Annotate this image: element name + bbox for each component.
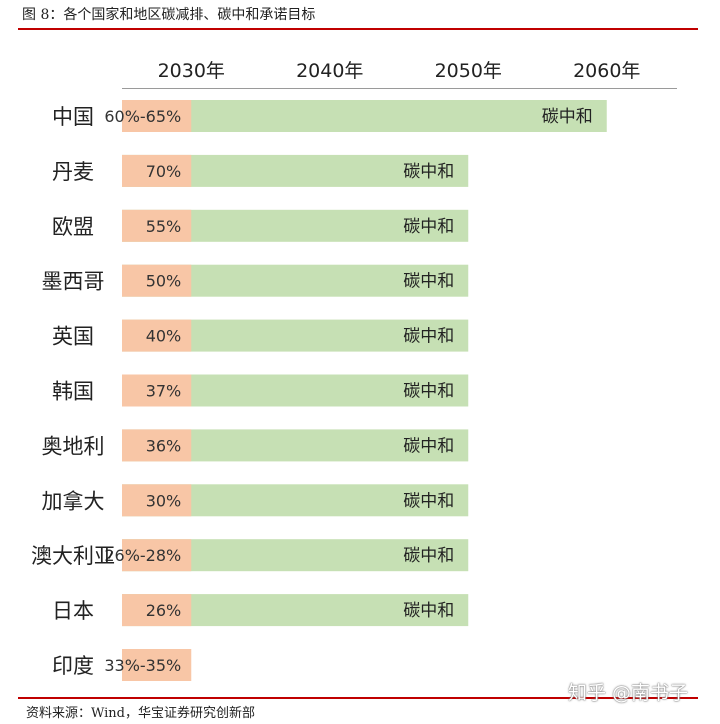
country-label: 丹麦 xyxy=(52,160,94,184)
country-label: 奥地利 xyxy=(42,434,105,458)
reduction-value-label: 37% xyxy=(146,382,182,401)
neutrality-label: 碳中和 xyxy=(403,601,454,621)
country-label: 英国 xyxy=(52,325,94,349)
reduction-bar xyxy=(122,594,192,627)
year-label-2040: 2040年 xyxy=(296,60,363,82)
reduction-bar xyxy=(122,429,192,462)
country-label: 中国 xyxy=(52,105,94,129)
neutrality-label: 碳中和 xyxy=(403,491,454,511)
country-label: 日本 xyxy=(52,599,94,623)
reduction-value-label: 70% xyxy=(146,162,182,181)
country-label: 印度 xyxy=(52,654,94,678)
neutrality-label: 碳中和 xyxy=(403,327,454,347)
neutrality-label: 碳中和 xyxy=(542,107,593,127)
reduction-value-label: 55% xyxy=(146,217,182,236)
neutrality-label: 碳中和 xyxy=(403,217,454,237)
neutrality-label: 碳中和 xyxy=(403,272,454,292)
reduction-bar xyxy=(122,319,192,352)
year-label-2060: 2060年 xyxy=(573,60,640,82)
reduction-bar xyxy=(122,374,192,407)
country-label: 加拿大 xyxy=(42,489,105,513)
year-label-2030: 2030年 xyxy=(158,60,225,82)
header-rule xyxy=(122,88,677,89)
reduction-bar xyxy=(122,154,192,187)
neutrality-label: 碳中和 xyxy=(403,162,454,182)
country-label: 欧盟 xyxy=(52,215,94,239)
reduction-value-label: 30% xyxy=(146,491,182,510)
reduction-bar xyxy=(122,264,192,297)
neutrality-bar xyxy=(122,100,607,132)
reduction-bar xyxy=(122,539,192,572)
reduction-value-label: 33%-35% xyxy=(104,656,181,675)
country-label: 墨西哥 xyxy=(42,270,105,294)
reduction-value-label: 36% xyxy=(146,436,182,455)
neutrality-label: 碳中和 xyxy=(403,436,454,456)
source-note: 资料来源：Wind，华宝证券研究创新部 xyxy=(26,706,255,721)
neutrality-label: 碳中和 xyxy=(403,382,454,402)
figure-title: 图 8：各个国家和地区碳减排、碳中和承诺目标 xyxy=(22,7,316,23)
country-label: 韩国 xyxy=(52,380,94,404)
watermark: 知乎 @南书子 xyxy=(568,682,689,704)
reduction-value-label: 60%-65% xyxy=(104,107,181,126)
top-rule xyxy=(18,28,698,30)
year-label-2050: 2050年 xyxy=(435,60,502,82)
reduction-bar xyxy=(122,649,192,681)
reduction-value-label: 26%-28% xyxy=(104,546,181,565)
reduction-value-label: 26% xyxy=(146,601,182,620)
reduction-bar xyxy=(122,484,192,517)
reduction-value-label: 50% xyxy=(146,272,182,291)
bottom-rule xyxy=(18,697,698,699)
reduction-bar xyxy=(122,100,192,132)
reduction-bar xyxy=(122,209,192,242)
reduction-value-label: 40% xyxy=(146,327,182,346)
neutrality-label: 碳中和 xyxy=(403,546,454,566)
country-label: 澳大利亚 xyxy=(31,544,115,568)
